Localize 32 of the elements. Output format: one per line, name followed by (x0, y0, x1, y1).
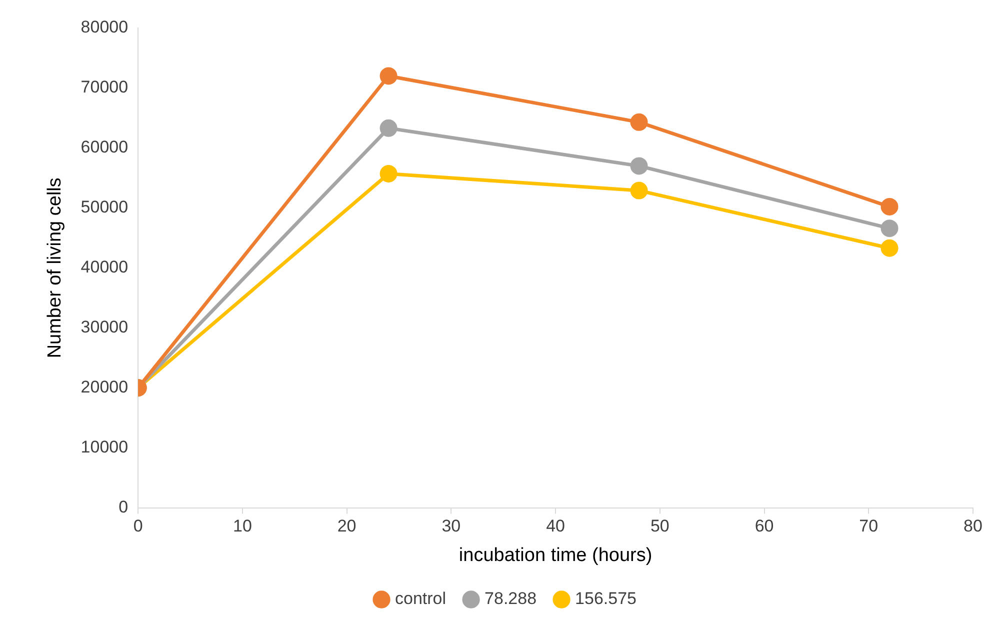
legend-label: control (395, 589, 446, 608)
y-tick-label: 10000 (80, 438, 128, 457)
y-tick-label: 80000 (80, 18, 128, 37)
y-tick-label: 60000 (80, 138, 128, 157)
x-tick-label: 10 (232, 516, 252, 536)
x-tick-label: 60 (754, 516, 774, 536)
x-tick-label: 70 (859, 516, 878, 536)
x-tick-label: 50 (650, 516, 670, 536)
point (630, 182, 648, 200)
y-tick-label: 70000 (80, 78, 128, 97)
x-tick-label: 30 (442, 516, 461, 536)
y-tick-label: 30000 (80, 318, 128, 337)
point (880, 220, 898, 238)
point (380, 164, 398, 182)
x-tick-label: 20 (337, 516, 356, 536)
y-tick-label: 20000 (80, 378, 128, 397)
y-axis-title: Number of living cells (44, 178, 66, 358)
x-tick-label: 0 (133, 516, 143, 536)
y-tick-label: 40000 (80, 258, 128, 277)
point (630, 157, 648, 175)
y-tick-label: 0 (118, 497, 128, 516)
x-axis-title: incubation time (hours) (458, 544, 652, 566)
legend-label: 78.288 (484, 589, 537, 608)
point (380, 67, 398, 85)
y-tick-label: 50000 (80, 198, 128, 217)
legend-label: 156.575 (575, 589, 636, 608)
point (880, 198, 898, 216)
point (380, 119, 398, 137)
x-tick-label: 80 (964, 516, 982, 536)
point (880, 239, 898, 257)
point (630, 113, 648, 131)
x-tick-label: 40 (546, 516, 565, 536)
